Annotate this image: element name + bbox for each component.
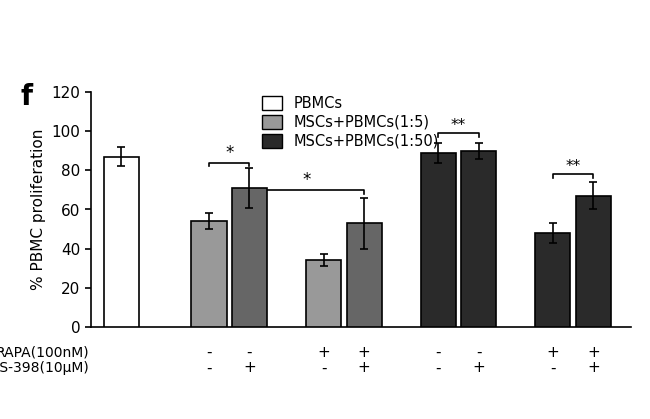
Bar [536,233,571,327]
Text: NS-398(10μM): NS-398(10μM) [0,361,89,375]
Text: +: + [547,345,559,360]
Text: -: - [476,345,482,360]
Text: +: + [587,345,600,360]
Y-axis label: % PBMC proliferation: % PBMC proliferation [31,129,46,290]
Bar [232,188,267,327]
Text: f: f [21,83,33,111]
Text: -: - [321,360,326,375]
Bar [576,196,611,327]
Text: *: * [225,144,233,162]
Text: -: - [247,345,252,360]
Text: +: + [358,345,370,360]
Text: -: - [206,345,212,360]
Text: RAPA(100nM): RAPA(100nM) [0,345,89,359]
Text: **: ** [451,118,466,133]
Text: +: + [317,345,330,360]
Bar [104,157,139,327]
Text: +: + [243,360,256,375]
Legend: PBMCs, MSCs+PBMCs(1:5), MSCs+PBMCs(1:50): PBMCs, MSCs+PBMCs(1:5), MSCs+PBMCs(1:50) [260,95,441,150]
Text: -: - [436,360,441,375]
Text: *: * [303,171,311,189]
Text: +: + [473,360,485,375]
Text: +: + [358,360,370,375]
Bar [306,260,341,327]
Bar [192,221,227,327]
Text: -: - [550,360,556,375]
Text: -: - [206,360,212,375]
Text: +: + [587,360,600,375]
Bar [346,223,382,327]
Bar [462,151,497,327]
Text: -: - [436,345,441,360]
Bar [421,153,456,327]
Text: **: ** [566,159,581,174]
